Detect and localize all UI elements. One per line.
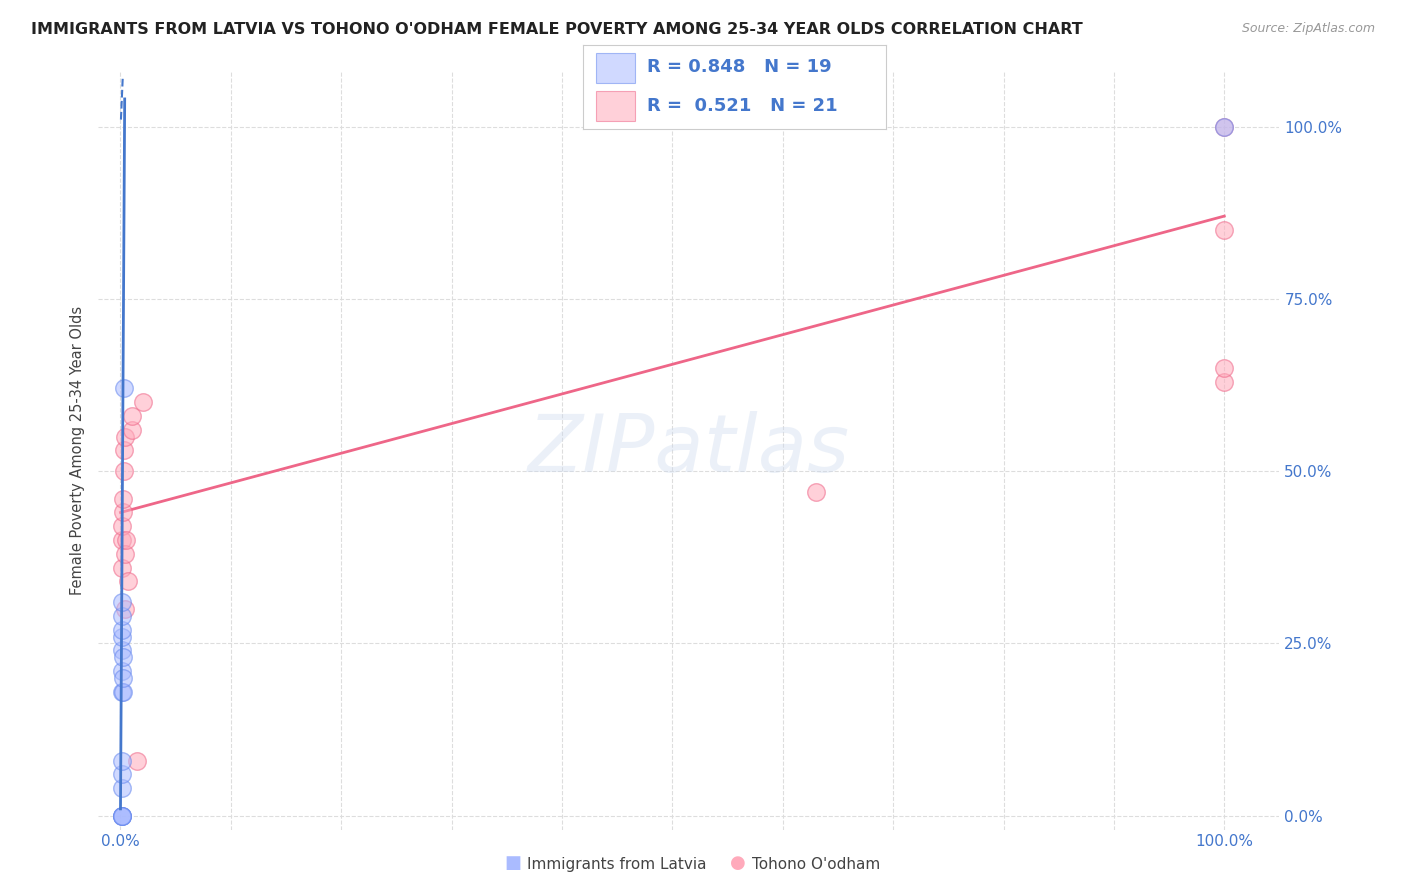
- Point: [110, 809, 132, 823]
- Point: [112, 443, 135, 458]
- Point: [1213, 120, 1236, 134]
- Point: [111, 671, 134, 685]
- Text: ■: ■: [505, 855, 522, 872]
- Point: [804, 484, 827, 499]
- Point: [114, 602, 136, 616]
- Point: [121, 423, 143, 437]
- Text: IMMIGRANTS FROM LATVIA VS TOHONO O'ODHAM FEMALE POVERTY AMONG 25-34 YEAR OLDS CO: IMMIGRANTS FROM LATVIA VS TOHONO O'ODHAM…: [31, 22, 1083, 37]
- Point: [110, 630, 132, 644]
- Point: [1213, 375, 1236, 389]
- Point: [114, 547, 136, 561]
- Text: ZIPatlas: ZIPatlas: [527, 411, 851, 490]
- Point: [115, 533, 138, 547]
- Point: [110, 608, 132, 623]
- Point: [111, 684, 134, 698]
- Point: [110, 533, 132, 547]
- Text: ●: ●: [730, 855, 747, 872]
- Point: [117, 574, 139, 589]
- Point: [110, 684, 132, 698]
- Point: [1213, 360, 1236, 375]
- Bar: [596, 91, 636, 120]
- Point: [111, 506, 134, 520]
- Bar: [596, 54, 636, 83]
- Point: [131, 395, 153, 409]
- Point: [110, 767, 132, 781]
- Point: [110, 781, 132, 796]
- Point: [110, 643, 132, 657]
- Point: [110, 754, 132, 768]
- Point: [1213, 120, 1236, 134]
- Y-axis label: Female Poverty Among 25-34 Year Olds: Female Poverty Among 25-34 Year Olds: [69, 306, 84, 595]
- Text: R =  0.521   N = 21: R = 0.521 N = 21: [647, 96, 838, 114]
- Point: [1213, 223, 1236, 237]
- Point: [112, 381, 135, 395]
- Point: [110, 809, 132, 823]
- Point: [112, 464, 135, 478]
- Point: [114, 430, 136, 444]
- Point: [110, 560, 132, 574]
- Point: [111, 650, 134, 665]
- Point: [110, 519, 132, 533]
- Point: [111, 491, 134, 506]
- Point: [110, 809, 132, 823]
- Point: [110, 623, 132, 637]
- Text: Immigrants from Latvia: Immigrants from Latvia: [527, 857, 707, 872]
- Text: R = 0.848   N = 19: R = 0.848 N = 19: [647, 59, 831, 77]
- Text: Tohono O'odham: Tohono O'odham: [752, 857, 880, 872]
- Point: [110, 664, 132, 678]
- Text: Source: ZipAtlas.com: Source: ZipAtlas.com: [1241, 22, 1375, 36]
- Point: [121, 409, 143, 423]
- Point: [125, 754, 148, 768]
- Point: [110, 809, 132, 823]
- Point: [110, 595, 132, 609]
